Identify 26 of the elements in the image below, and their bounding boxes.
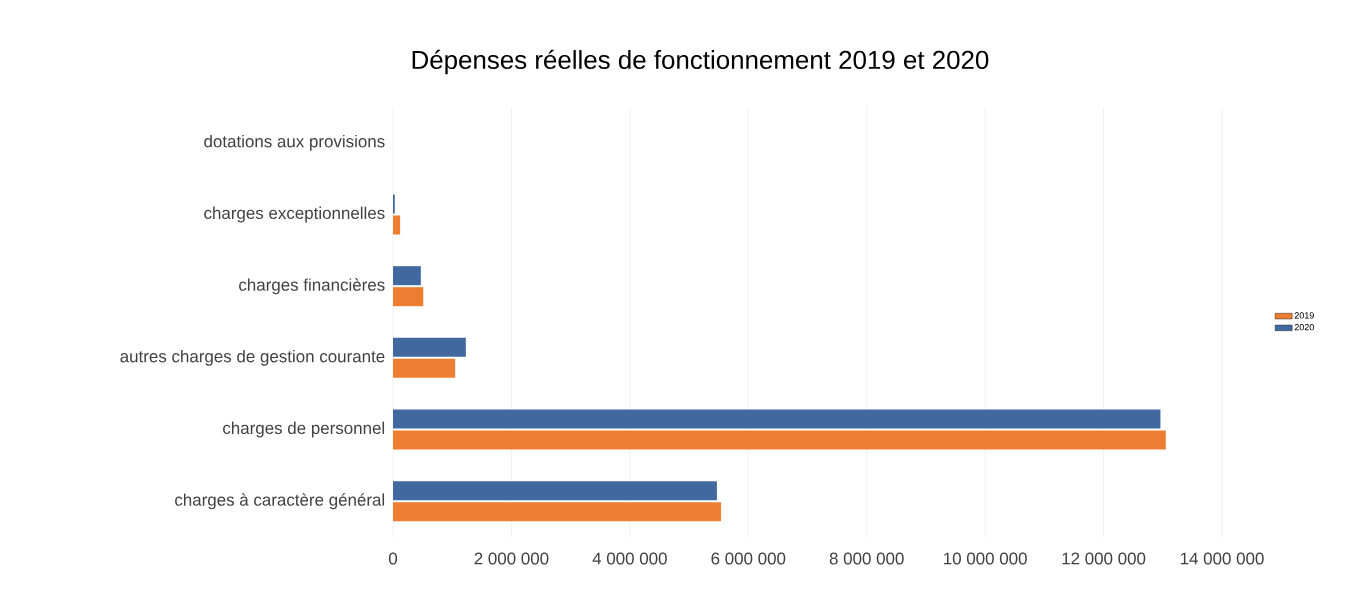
bar — [393, 409, 1161, 429]
legend-label: 2019 — [1294, 312, 1314, 319]
x-tick-label: 0 — [388, 552, 398, 565]
y-tick-label: dotations aux provisions — [204, 134, 385, 151]
y-tick-label: autres charges de gestion courante — [120, 349, 385, 366]
y-tick-label: charges à caractère général — [175, 493, 385, 510]
y-tick-label: charges de personnel — [223, 421, 385, 438]
bar — [393, 287, 424, 307]
x-tick-label: 4 000 000 — [592, 552, 667, 565]
bar — [393, 337, 466, 357]
x-tick-label: 6 000 000 — [711, 552, 786, 565]
bar — [393, 358, 456, 378]
y-tick-label: charges financières — [239, 278, 385, 295]
bar — [393, 266, 421, 286]
x-tick-label: 12 000 000 — [1062, 552, 1146, 565]
bar — [393, 481, 717, 501]
x-tick-label: 10 000 000 — [944, 552, 1027, 565]
legend-label: 2020 — [1294, 323, 1314, 331]
x-tick-label: 14 000 000 — [1180, 552, 1264, 565]
bar — [393, 215, 401, 235]
bar — [393, 502, 722, 522]
x-tick-label: 2 000 000 — [474, 552, 549, 565]
bar — [393, 430, 1166, 450]
y-tick-label: charges exceptionnelles — [204, 206, 385, 223]
chart-title: Dépenses réelles de fonctionnement 2019 et 2020 — [412, 49, 989, 75]
x-tick-label: 8 000 000 — [829, 552, 904, 565]
